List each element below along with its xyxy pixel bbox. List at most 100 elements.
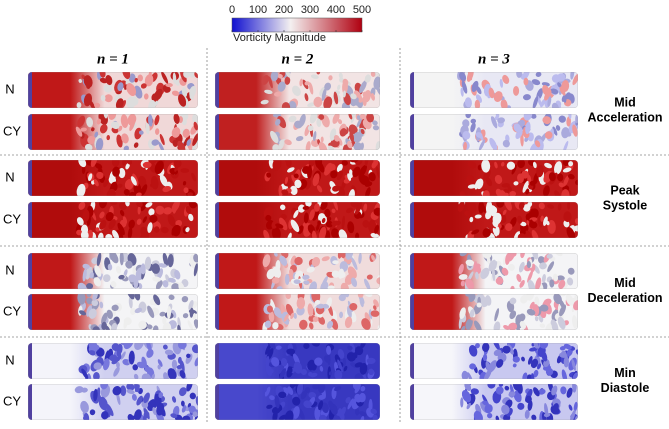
- vortex-structure: [306, 266, 315, 273]
- vortex-structure: [166, 306, 172, 320]
- vortex-structure: [509, 297, 517, 305]
- row-label: N: [5, 169, 14, 184]
- vortex-structure: [153, 226, 160, 233]
- vortex-structure: [127, 227, 133, 238]
- vortex-structure: [189, 85, 197, 98]
- vortex-structure: [307, 125, 314, 132]
- vortex-structure: [268, 310, 275, 323]
- vortex-structure: [321, 256, 330, 262]
- vortex-structure: [275, 260, 281, 272]
- vortex-structure: [103, 177, 109, 188]
- vortex-structure: [92, 294, 98, 301]
- vortex-structure: [275, 223, 284, 229]
- vortex-structure: [175, 220, 183, 227]
- vortex-structure: [551, 74, 561, 83]
- vortex-structure: [538, 202, 545, 210]
- vortex-structure: [347, 266, 357, 279]
- vortex-structure: [148, 72, 152, 81]
- vortex-structure: [311, 230, 317, 238]
- vortex-structure: [266, 172, 271, 178]
- vortex-structure: [575, 114, 578, 124]
- vortex-structure: [272, 144, 280, 150]
- vortex-structure: [130, 308, 136, 315]
- vortex-structure: [95, 227, 100, 232]
- vortex-structure: [112, 166, 120, 177]
- vortex-structure: [76, 102, 82, 108]
- vessel: [215, 160, 380, 196]
- vortex-structure: [302, 205, 310, 210]
- vortex-structure: [558, 279, 566, 289]
- vortex-structure: [353, 384, 358, 388]
- vortex-structure: [516, 72, 523, 78]
- vortex-structure: [501, 404, 510, 415]
- vortex-structure: [536, 165, 544, 178]
- vessel: [410, 160, 578, 196]
- vortex-structure: [99, 301, 104, 309]
- vortex-structure: [480, 267, 490, 280]
- vortex-structure: [280, 204, 286, 211]
- vortex-structure: [136, 395, 143, 406]
- vortex-structure: [318, 226, 327, 238]
- vortex-structure: [309, 209, 315, 221]
- vortex-structure: [307, 102, 315, 107]
- vortex-structure: [105, 233, 113, 238]
- vortex-structure: [278, 391, 287, 399]
- vortex-structure: [289, 185, 298, 196]
- vortex-structure: [573, 401, 578, 412]
- vortex-structure: [344, 316, 353, 329]
- vortex-structure: [128, 274, 137, 283]
- vessel-inlet: [28, 202, 32, 238]
- vortex-structure: [368, 368, 374, 376]
- vortex-structure: [307, 303, 314, 317]
- vortex-structure: [508, 391, 516, 397]
- vortex-structure: [297, 225, 304, 235]
- vortex-structure: [359, 411, 367, 417]
- vessel-inlet: [28, 294, 32, 330]
- vessel-inlet: [28, 160, 32, 196]
- vortex-structure: [76, 229, 83, 236]
- vortex-structure: [546, 220, 550, 226]
- vortex-structure: [516, 274, 522, 283]
- vortex-structure: [101, 411, 109, 420]
- vortex-structure: [111, 121, 120, 130]
- vortex-structure: [366, 114, 374, 123]
- vortex-structure: [140, 226, 150, 238]
- colorbar-tick-label: 0: [229, 4, 235, 16]
- vortex-structure: [572, 384, 577, 393]
- vortex-structure: [552, 126, 558, 136]
- vortex-structure: [520, 294, 528, 304]
- vortex-structure: [545, 323, 552, 330]
- vortex-structure: [275, 345, 282, 350]
- vortex-structure: [489, 137, 498, 150]
- vortex-structure: [318, 384, 326, 394]
- vortex-structure: [532, 161, 537, 169]
- vortex-structure: [332, 202, 339, 211]
- vortex-structure: [542, 116, 552, 125]
- vortex-structure: [334, 386, 342, 392]
- vortex-structure: [94, 344, 100, 350]
- vortex-structure: [119, 209, 125, 216]
- vortex-structure: [478, 139, 486, 150]
- vortex-structure: [370, 232, 380, 238]
- vortex-structure: [340, 406, 346, 417]
- vortex-structure: [563, 131, 572, 137]
- row-label: CY: [3, 393, 21, 408]
- vessel-inlet: [215, 114, 219, 150]
- vortex-structure: [182, 181, 187, 186]
- vortex-structure: [511, 164, 517, 175]
- vortex-structure: [102, 358, 110, 371]
- colorbar-tick-label: 100: [249, 4, 267, 16]
- vortex-structure: [308, 372, 313, 377]
- vortex-structure: [181, 415, 191, 420]
- vortex-structure: [529, 347, 538, 352]
- vortex-structure: [279, 368, 287, 379]
- vortex-structure: [303, 400, 313, 408]
- vortex-structure: [261, 74, 270, 85]
- vortex-structure: [560, 386, 567, 395]
- vortex-structure: [318, 414, 327, 420]
- vortex-structure: [168, 277, 176, 283]
- vortex-structure: [88, 350, 96, 356]
- vortex-structure: [151, 139, 160, 146]
- vessel: [410, 202, 578, 238]
- vortex-structure: [91, 127, 95, 132]
